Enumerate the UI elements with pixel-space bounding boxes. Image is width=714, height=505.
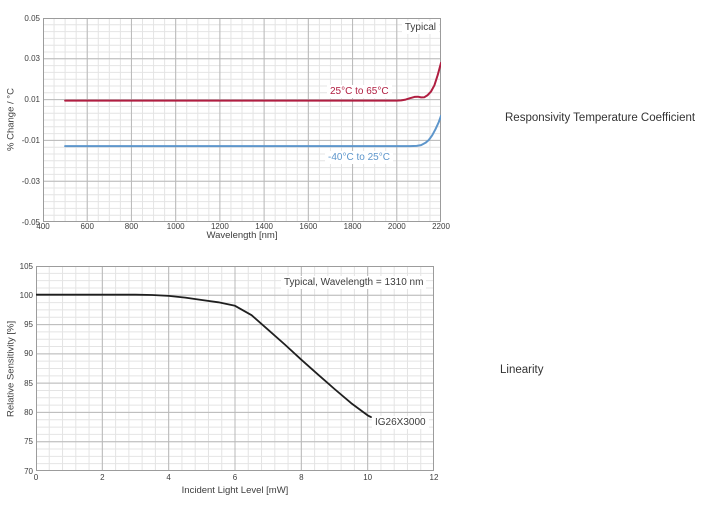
- y-tick-label: 0.05: [24, 13, 40, 23]
- y-tick-label: 75: [24, 437, 33, 447]
- series-label-ig26x3000: IG26X3000: [372, 416, 429, 429]
- x-tick-label: 2: [100, 473, 105, 482]
- x-tick-label: 10: [363, 473, 373, 482]
- x-tick-label: 800: [124, 222, 139, 231]
- y-tick-label: -0.05: [21, 217, 40, 227]
- x-tick-label: 400: [36, 222, 50, 231]
- section-title-responsivity: Responsivity Temperature Coefficient: [505, 112, 696, 124]
- plot-border: [36, 266, 434, 471]
- x-tick-label: 1800: [343, 222, 362, 231]
- y-tick-label: -0.03: [21, 176, 40, 186]
- y-tick-label: 100: [19, 290, 33, 300]
- y-tick-label: 90: [24, 349, 33, 359]
- x-axis-title-linearity: Incident Light Level [mW]: [181, 485, 289, 496]
- x-tick-label: 1600: [299, 222, 318, 231]
- series-curve: [64, 61, 441, 102]
- linearity-chart-plot: [36, 266, 434, 471]
- x-tick-label: 12: [429, 473, 439, 482]
- y-tick-label: 105: [19, 261, 33, 271]
- typical-annotation: Typical: [401, 21, 439, 34]
- series-label-25c-65c: 25°C to 65°C: [327, 85, 392, 98]
- x-axis-title-responsivity: Wavelength [nm]: [206, 230, 278, 241]
- x-tick-label: 0: [33, 473, 39, 482]
- x-tick-label: 2200: [432, 222, 450, 231]
- series-curve: [36, 293, 372, 419]
- y-axis-title-responsivity: % Change / °C: [5, 88, 17, 152]
- x-tick-label: 600: [80, 222, 94, 231]
- x-tick-label: 1200: [210, 222, 229, 231]
- responsivity-chart-plot: [43, 18, 441, 222]
- y-tick-label: 95: [24, 320, 33, 330]
- y-tick-label: 0.01: [24, 95, 40, 105]
- y-tick-label: 80: [24, 407, 33, 417]
- y-tick-label: -0.01: [21, 135, 40, 145]
- x-tick-label: 2000: [387, 222, 406, 231]
- series-label-minus40c-25c: -40°C to 25°C: [325, 151, 393, 164]
- section-title-linearity: Linearity: [500, 364, 544, 376]
- y-tick-label: 0.03: [24, 54, 40, 64]
- x-tick-label: 1400: [255, 222, 274, 231]
- x-tick-label: 4: [166, 473, 171, 482]
- y-tick-label: 85: [24, 378, 33, 388]
- x-tick-label: 6: [232, 473, 238, 482]
- typical-wavelength-annotation: Typical, Wavelength = 1310 nm: [281, 276, 427, 289]
- x-tick-label: 1000: [166, 222, 185, 231]
- y-tick-label: 70: [24, 466, 33, 476]
- series-curve: [64, 114, 441, 148]
- x-tick-label: 8: [299, 473, 304, 482]
